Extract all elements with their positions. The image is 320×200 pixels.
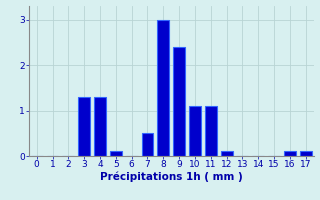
Bar — [205, 106, 217, 156]
X-axis label: Précipitations 1h ( mm ): Précipitations 1h ( mm ) — [100, 172, 243, 182]
Bar — [189, 106, 201, 156]
Bar — [157, 20, 169, 156]
Bar — [300, 151, 312, 156]
Bar — [94, 97, 106, 156]
Bar — [284, 151, 296, 156]
Bar — [173, 47, 185, 156]
Bar — [78, 97, 90, 156]
Bar — [221, 151, 233, 156]
Bar — [141, 133, 153, 156]
Bar — [110, 151, 122, 156]
